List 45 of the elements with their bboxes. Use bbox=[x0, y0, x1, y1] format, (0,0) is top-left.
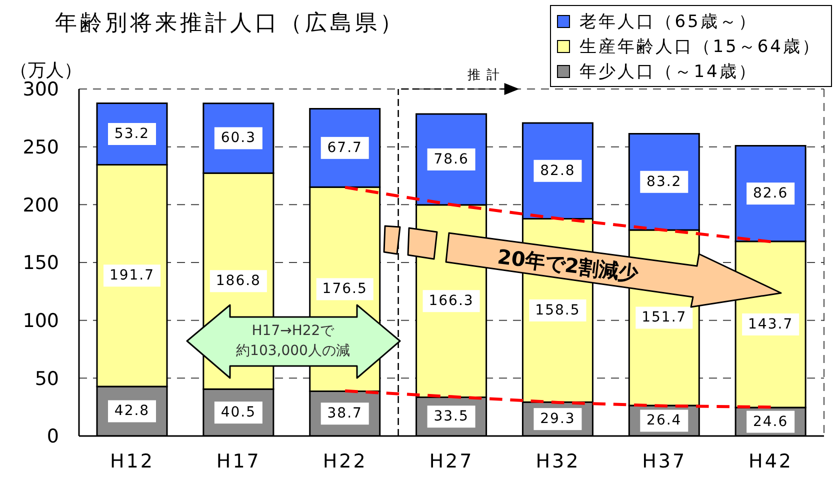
line-series bbox=[344, 389, 772, 409]
data-label: 67.7 bbox=[327, 140, 362, 156]
data-label: 143.7 bbox=[748, 316, 794, 332]
data-label: 176.5 bbox=[322, 281, 368, 298]
annotation: 約103,000人の減 bbox=[236, 343, 350, 359]
legend-label: 年少人口（～14歳） bbox=[580, 61, 758, 83]
data-label: 26.4 bbox=[646, 412, 682, 429]
y-tick-label: 150 bbox=[22, 252, 59, 274]
x-tick-label: H32 bbox=[536, 450, 580, 472]
data-label: 38.7 bbox=[327, 406, 362, 422]
ref-line-label: 推計 bbox=[467, 68, 506, 83]
data-label: 40.5 bbox=[220, 404, 256, 421]
x-tick-label: H12 bbox=[110, 450, 154, 472]
data-label: 191.7 bbox=[109, 268, 155, 284]
y-tick-label: 0 bbox=[46, 426, 59, 448]
y-tick-label: 50 bbox=[34, 368, 59, 390]
x-tick-label: H17 bbox=[216, 450, 261, 472]
y-axis-title: （万人） bbox=[10, 59, 82, 81]
x-tick-label: H42 bbox=[748, 450, 794, 472]
legend-label: 老年人口（65歳～） bbox=[580, 11, 758, 33]
data-label: 151.7 bbox=[642, 310, 687, 326]
legend-label: 生産年齢人口（15～64歳） bbox=[580, 36, 821, 58]
data-label: 186.8 bbox=[216, 273, 261, 290]
annotation: H17→H22で bbox=[252, 323, 336, 339]
data-label: 83.2 bbox=[646, 174, 682, 190]
chart-title: 年齢別将来推計人口（広島県） bbox=[55, 10, 405, 38]
data-label: 53.2 bbox=[114, 126, 150, 142]
data-label: 82.6 bbox=[752, 186, 788, 202]
data-label: 29.3 bbox=[540, 411, 576, 428]
x-tick-label: H22 bbox=[322, 450, 368, 472]
data-label: 24.6 bbox=[752, 414, 788, 430]
data-label: 42.8 bbox=[114, 403, 150, 420]
x-tick-label: H27 bbox=[429, 450, 474, 472]
annotation: 20年で2割減少 bbox=[496, 244, 641, 286]
data-label: 78.6 bbox=[434, 151, 469, 168]
y-tick-label: 200 bbox=[22, 194, 59, 216]
y-tick-label: 250 bbox=[22, 136, 59, 159]
data-label: 82.8 bbox=[540, 162, 576, 179]
data-label: 33.5 bbox=[434, 408, 469, 425]
y-tick-label: 300 bbox=[22, 78, 59, 101]
data-label: 158.5 bbox=[535, 302, 580, 318]
y-tick-label: 100 bbox=[22, 310, 59, 332]
data-label: 60.3 bbox=[220, 130, 256, 146]
x-tick-label: H37 bbox=[642, 450, 687, 472]
data-label: 166.3 bbox=[428, 293, 474, 310]
